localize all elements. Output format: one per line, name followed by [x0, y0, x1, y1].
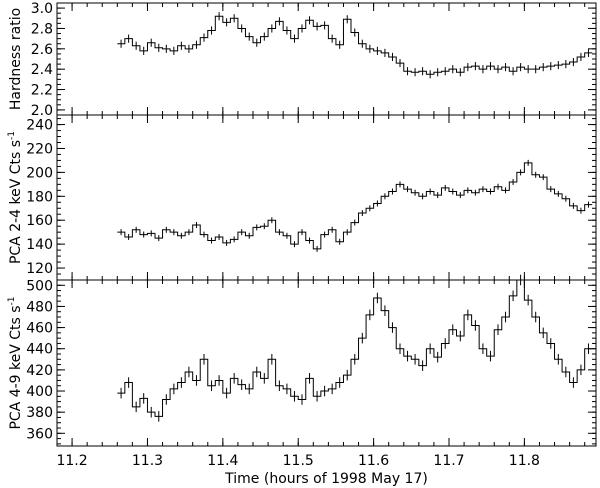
x-tick-label: 11.8 — [509, 453, 540, 469]
x-tick-label: 11.6 — [358, 453, 389, 469]
x-tick-label: 11.7 — [433, 453, 464, 469]
panel-frame — [56, 114, 597, 281]
y-tick-label: 240 — [26, 118, 53, 134]
y-tick-label: 2.2 — [31, 83, 53, 99]
series-step-line — [117, 162, 593, 250]
y-tick-label: 120 — [26, 261, 53, 277]
panel-frame — [56, 2, 597, 116]
y-tick-label: 440 — [26, 342, 53, 358]
y-tick-label: 3.0 — [31, 1, 53, 17]
y-tick-label: 2.4 — [31, 62, 53, 78]
y-tick-label: 460 — [26, 321, 53, 337]
y-tick-label: 500 — [26, 278, 53, 294]
y-axis-title: Hardness ratio — [8, 8, 24, 110]
x-tick-label: 11.5 — [283, 453, 314, 469]
series-step-line — [117, 15, 593, 75]
x-tick-label: 11.2 — [56, 453, 87, 469]
y-tick-label: 2.8 — [31, 21, 53, 37]
y-tick-label: 160 — [26, 213, 53, 229]
x-axis-title: Time (hours of 1998 May 17) — [224, 471, 428, 487]
y-tick-label: 2.0 — [31, 103, 53, 119]
x-tick-label: 11.4 — [207, 453, 238, 469]
y-tick-label: 140 — [26, 237, 53, 253]
y-axis-title-superscript: -1 — [7, 131, 17, 140]
y-tick-label: 180 — [26, 189, 53, 205]
y-tick-label: 2.6 — [31, 42, 53, 58]
panel-1: 2.0 2.2 2.4 2.6 2.8 3.0 Hardness ratio — [8, 1, 597, 119]
x-tick-label: 11.3 — [132, 453, 163, 469]
y-tick-label: 200 — [26, 165, 53, 181]
y-tick-label: 420 — [26, 363, 53, 379]
y-tick-label: 360 — [26, 426, 53, 442]
y-tick-label: 480 — [26, 299, 53, 315]
panel-frame — [56, 279, 597, 447]
y-axis-title-superscript: -1 — [7, 296, 17, 305]
y-tick-label: 400 — [26, 384, 53, 400]
y-tick-label: 220 — [26, 141, 53, 157]
y-axis-title: PCA 2-4 keV Cts s-1 — [7, 131, 24, 264]
y-axis-title: PCA 4-9 keV Cts s-1 — [7, 296, 24, 429]
y-tick-label: 380 — [26, 405, 53, 421]
series-step-line — [117, 279, 593, 417]
